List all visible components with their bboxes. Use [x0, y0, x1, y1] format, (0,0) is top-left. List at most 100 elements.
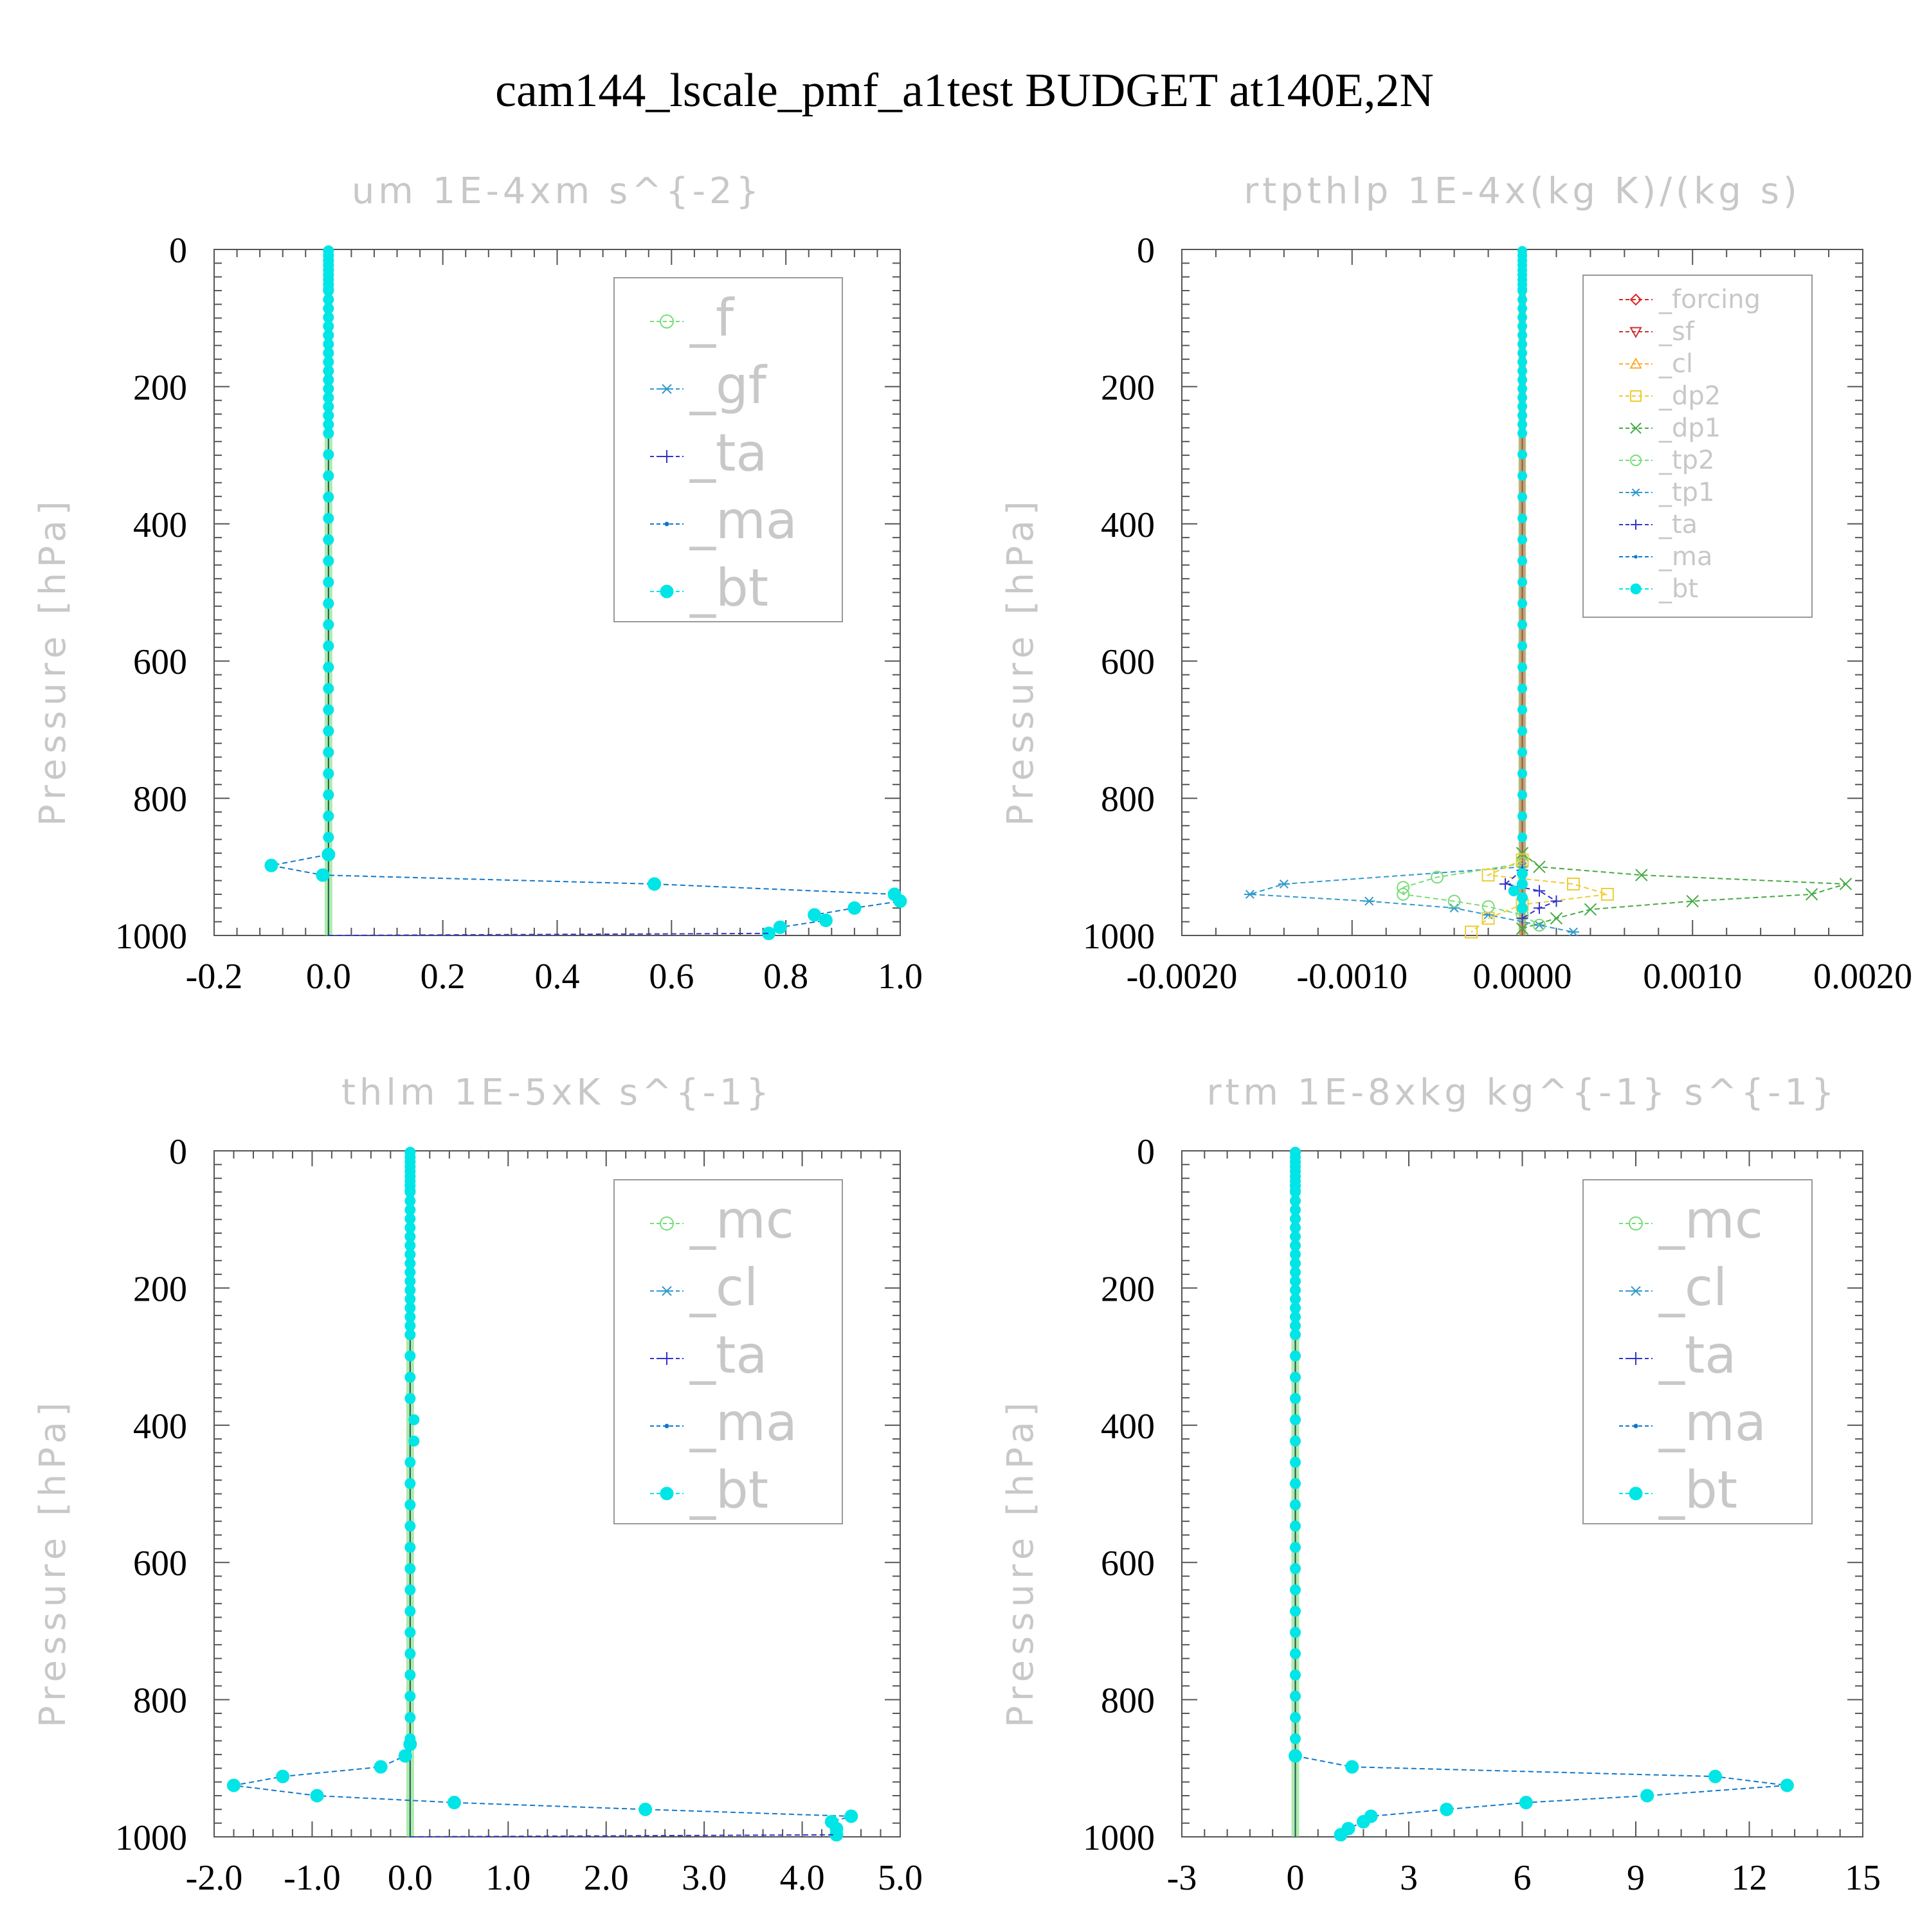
y-tick-label: 0: [169, 1132, 187, 1172]
bt-zero-point: [1290, 1521, 1301, 1532]
legend-marker: [660, 584, 674, 599]
legend-item: _dp2: [1619, 381, 1721, 411]
data-point: [322, 847, 336, 862]
series-line: [1249, 866, 1574, 933]
legend-marker: [1630, 455, 1642, 466]
legend-marker: [1629, 1286, 1642, 1296]
bt-zero-point: [404, 1669, 416, 1681]
legend-item: _ta: [650, 423, 767, 483]
legend: _mc _cl _ta _ma _bt: [1582, 1179, 1813, 1524]
data-point: [403, 1737, 417, 1751]
zero-column: [1290, 1146, 1301, 1837]
legend-label: _ta: [689, 423, 767, 483]
bt-zero-point: [1517, 375, 1527, 385]
series-bt: [226, 1737, 858, 1842]
bt-zero-point: [323, 512, 334, 524]
bt-zero-point: [404, 1499, 416, 1511]
zero-column: [404, 1146, 420, 1837]
data-point: [1516, 912, 1528, 925]
bt-zero-point: [1517, 534, 1527, 545]
x-tick-label: 9: [1627, 1858, 1645, 1898]
data-point: [1517, 902, 1528, 914]
data-point: [276, 1769, 290, 1783]
bt-zero-point: [1517, 401, 1527, 411]
legend-marker: [660, 450, 673, 463]
bt-zero-point: [1290, 1605, 1301, 1617]
bt-zero-point: [404, 1393, 416, 1404]
y-axis-label: Pressure [hPa]: [1000, 496, 1042, 826]
legend-marker: [1631, 519, 1641, 530]
data-point: [398, 1749, 412, 1763]
series-line: [1503, 869, 1558, 919]
legend-label: _dp1: [1658, 413, 1721, 443]
bt-zero-point: [323, 534, 334, 545]
x-tick-label: -2.0: [186, 1858, 243, 1898]
y-tick-label: 0: [169, 231, 187, 271]
x-tick-label: 4.0: [780, 1858, 825, 1898]
bt-zero-point: [1517, 471, 1527, 481]
series-bt: [1508, 868, 1528, 914]
x-tick-label: -1.0: [284, 1858, 341, 1898]
series-tp1: [1244, 862, 1579, 937]
bt-zero-point: [323, 746, 334, 758]
bt-zero-point: [1290, 1371, 1301, 1383]
bt-zero-point: [404, 1542, 416, 1553]
bt-zero-point: [323, 831, 334, 843]
bt-zero-point: [1290, 1648, 1301, 1659]
bt-zero-point: [1517, 384, 1527, 394]
bt-zero-point: [1517, 285, 1527, 296]
bt-zero-point: [1517, 392, 1527, 402]
legend-label: _ma: [1658, 542, 1712, 572]
chart-panel-2: rtpthlp 1E-4x(kg K)/(kg s) 0 200 400 600 800 1…: [1000, 170, 1912, 997]
data-point: [1533, 902, 1545, 914]
data-point: [1584, 903, 1597, 916]
legend-label: _bt: [1658, 574, 1698, 604]
y-tick-label: 400: [1101, 1407, 1155, 1447]
legend-marker: [660, 1286, 673, 1296]
data-point: [808, 908, 822, 922]
bt-zero-point: [408, 1414, 420, 1425]
data-point: [1517, 892, 1528, 903]
data-point: [1780, 1778, 1794, 1792]
data-point: [1600, 887, 1614, 901]
legend-item: _forcing: [1619, 285, 1761, 314]
data-point: [648, 877, 662, 891]
x-tick-label: 12: [1732, 1858, 1768, 1898]
data-point: [1550, 912, 1563, 925]
bt-zero-point: [1517, 339, 1527, 349]
data-point: [1278, 879, 1290, 889]
y-tick-label: 200: [133, 1269, 187, 1309]
data-point: [1517, 878, 1528, 890]
bt-zero-point: [1290, 1584, 1301, 1596]
x-tick-label: 0.4: [535, 957, 580, 997]
data-point: [1686, 894, 1699, 908]
chart-panel-4: rtm 1E-8xkg kg^{-1} s^{-1} 0 200 400 600 800 1…: [1000, 1072, 1881, 1898]
legend-label: _f: [689, 288, 735, 348]
data-point: [1356, 1815, 1370, 1829]
legend-label: _dp2: [1658, 381, 1721, 411]
legend-label: _bt: [689, 1460, 768, 1520]
legend-marker: [1630, 422, 1642, 434]
bt-zero-point: [1517, 726, 1527, 736]
bt-zero-point: [404, 1350, 416, 1362]
y-tick-label: 800: [1101, 780, 1155, 820]
legend: _mc _cl _ta _ma _bt: [613, 1179, 843, 1524]
bt-zero-point: [404, 1456, 416, 1468]
legend-item: _cl: [650, 1258, 758, 1317]
bt-zero-point: [404, 1690, 416, 1702]
x-tick-label: 3.0: [682, 1858, 727, 1898]
legend-item: _dp1: [1619, 413, 1721, 443]
legend-label: _ma: [689, 491, 797, 550]
bt-zero-point: [323, 640, 334, 652]
data-point: [844, 1809, 858, 1823]
x-tick-label: 0.0: [306, 957, 351, 997]
legend-marker: [1631, 488, 1641, 497]
bt-zero-point: [1290, 1711, 1301, 1723]
bt-zero-point: [404, 1627, 416, 1638]
bt-zero-point: [1290, 1477, 1301, 1489]
bt-zero-point: [1290, 1329, 1301, 1341]
legend-item: _mc: [650, 1190, 794, 1250]
bt-zero-point: [1290, 1435, 1301, 1447]
data-point: [1839, 878, 1852, 890]
x-tick-label: 5.0: [878, 1858, 923, 1898]
